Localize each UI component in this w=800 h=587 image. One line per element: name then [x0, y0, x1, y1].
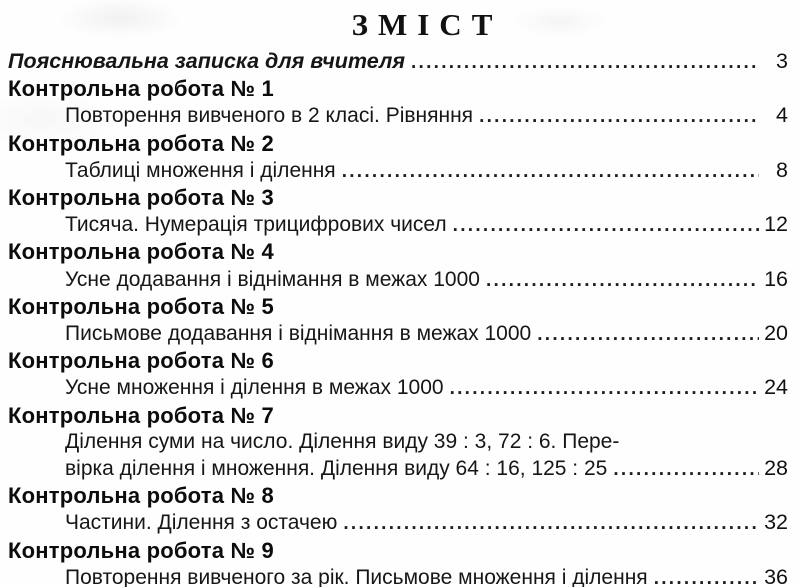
- toc-entry-label: Таблиці множення і ділення: [65, 158, 336, 182]
- toc-entry: вірка ділення і множення. Ділення виду 6…: [8, 455, 788, 483]
- toc-entry-intro: Пояснювальна записка для вчителя 3: [8, 48, 788, 76]
- page-number: 8: [776, 157, 788, 182]
- toc-entry: Усне додавання і віднімання в межах 1000…: [8, 266, 788, 294]
- dot-leader: [342, 158, 759, 185]
- toc-entry-label: Частини. Ділення з остачею: [65, 511, 338, 535]
- toc-entry-line1: Ділення суми на число. Ділення виду 39 :…: [65, 429, 620, 453]
- section-heading: Контрольна робота № 4: [8, 239, 274, 265]
- toc-entry-label: Повторення вивченого в 2 класі. Рівняння: [65, 104, 474, 128]
- page-number: 20: [764, 321, 788, 346]
- section-heading: Контрольна робота № 8: [8, 483, 274, 509]
- toc-entry-label: Пояснювальна записка для вчителя: [8, 49, 405, 73]
- page-number: 4: [776, 103, 788, 128]
- page-number: 16: [764, 266, 788, 291]
- toc-entry-label: Письмове додавання і віднімання в межах …: [65, 322, 532, 346]
- toc-entry-label: Усне додавання і віднімання в межах 1000: [65, 267, 480, 291]
- section-heading: Контрольна робота № 5: [8, 293, 274, 319]
- section-heading: Контрольна робота № 2: [8, 130, 274, 156]
- page-number: 3: [776, 49, 788, 73]
- dot-leader: [453, 212, 759, 239]
- page-number: 28: [764, 456, 788, 481]
- toc-entry-label: Усне множення і ділення в межах 1000: [65, 376, 444, 400]
- section-heading: Контрольна робота № 6: [8, 348, 274, 374]
- toc-entry: Повторення вивченого за рік. Письмове мн…: [8, 564, 788, 587]
- page-number: 32: [764, 510, 788, 535]
- toc-entry: Таблиці множення і ділення 8: [8, 157, 788, 185]
- section-heading: Контрольна робота № 7: [8, 402, 274, 428]
- dot-leader: [450, 375, 759, 402]
- toc-entry-label: Тисяча. Нумерація трицифрових чисел: [65, 213, 447, 237]
- page-number: 12: [764, 212, 788, 237]
- dot-leader: [479, 103, 759, 130]
- page-title: ЗМІСТ: [351, 7, 503, 42]
- toc-entry-label: вірка ділення і множення. Ділення виду 6…: [65, 457, 608, 481]
- toc-entry: Письмове додавання і віднімання в межах …: [8, 320, 788, 348]
- dot-leader: [537, 321, 759, 348]
- section-heading: Контрольна робота № 3: [8, 185, 274, 211]
- toc-entry: Тисяча. Нумерація трицифрових чисел 12: [8, 211, 788, 239]
- dot-leader: [654, 565, 759, 587]
- toc-entry: Усне множення і ділення в межах 1000 24: [8, 374, 788, 402]
- toc-entry-label: Повторення вивченого за рік. Письмове мн…: [65, 565, 648, 587]
- toc-entry: Повторення вивченого в 2 класі. Рівняння…: [8, 102, 788, 130]
- dot-leader: [343, 510, 759, 537]
- page-number: 24: [764, 375, 788, 400]
- dot-leader: [486, 267, 759, 294]
- page-number: 36: [764, 564, 788, 587]
- section-heading: Контрольна робота № 9: [8, 537, 274, 563]
- section-heading: Контрольна робота № 1: [8, 76, 274, 102]
- dot-leader: [613, 456, 759, 483]
- dot-leader: [411, 49, 759, 76]
- toc-entry: Частини. Ділення з остачею 32: [8, 509, 788, 537]
